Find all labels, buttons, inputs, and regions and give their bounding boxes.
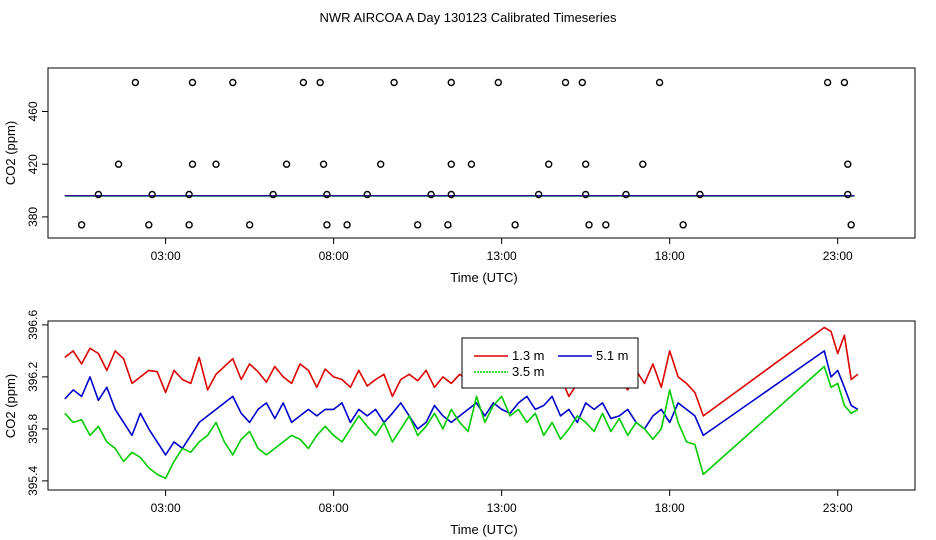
x-tick-label: 13:00 <box>487 249 517 263</box>
scatter-point <box>114 160 123 168</box>
scatter-point <box>131 78 140 87</box>
line-series <box>64 326 859 480</box>
scatter-points <box>77 78 855 229</box>
scatter-point <box>561 78 570 87</box>
scatter-point <box>316 78 324 87</box>
scatter-point <box>212 160 220 168</box>
scatter-point <box>545 160 553 168</box>
scatter-point <box>840 78 849 87</box>
series-line-3-5-m <box>64 365 859 480</box>
scatter-point <box>185 221 193 229</box>
scatter-point <box>323 190 331 199</box>
y-tick-label: 396.2 <box>26 362 40 392</box>
scatter-point <box>269 190 277 199</box>
scatter-point <box>319 160 328 168</box>
x-tick-label: 08:00 <box>319 501 349 515</box>
series-line-5-1-m <box>64 350 859 456</box>
legend-label-3-5m: 3.5 m <box>512 364 545 379</box>
figure-title: NWR AIRCOA A Day 130123 Calibrated Times… <box>320 10 617 25</box>
legend-label-1-3m: 1.3 m <box>512 348 545 363</box>
scatter-point <box>696 190 704 199</box>
scatter-point <box>323 221 331 229</box>
legend-box <box>461 337 639 389</box>
scatter-point <box>444 221 452 229</box>
scatter-point <box>447 160 455 168</box>
scatter-point <box>467 160 476 168</box>
legend: 1.3 m 5.1 m 3.5 m <box>461 337 639 389</box>
scatter-point <box>94 190 103 199</box>
scatter-point <box>413 221 422 229</box>
legend-label-5-1m: 5.1 m <box>596 348 629 363</box>
scatter-point <box>622 190 630 199</box>
x-tick-label: 18:00 <box>655 501 685 515</box>
scatter-point <box>578 78 587 87</box>
scatter-point <box>639 160 647 168</box>
y-tick-label: 395.4 <box>26 466 40 496</box>
line-x-label: Time (UTC) <box>450 522 517 537</box>
scatter-point <box>343 221 351 229</box>
scatter-point <box>185 190 193 199</box>
scatter-panel-frame <box>47 67 916 239</box>
scatter-point <box>145 221 153 229</box>
scatter-point <box>844 190 852 199</box>
x-tick-label: 13:00 <box>487 501 517 515</box>
scatter-point <box>655 78 664 87</box>
scatter-point <box>534 190 543 199</box>
scatter-y-axis: 380 420 460 <box>26 101 48 227</box>
scatter-point <box>77 221 86 229</box>
scatter-point <box>376 160 385 168</box>
scatter-point <box>447 190 455 199</box>
scatter-point <box>299 78 308 87</box>
line-x-axis: 03:00 08:00 13:00 18:00 23:00 <box>151 490 853 515</box>
line-y-axis: 395.4 395.8 396.2 396.6 <box>26 310 48 496</box>
scatter-point <box>844 160 852 168</box>
scatter-point <box>602 221 610 229</box>
scatter-lines <box>64 194 855 197</box>
scatter-point <box>229 78 237 87</box>
scatter-point <box>679 221 687 229</box>
x-tick-label: 18:00 <box>655 249 685 263</box>
scatter-point <box>847 221 855 229</box>
scatter-point <box>282 160 291 168</box>
scatter-point <box>363 190 371 199</box>
y-tick-label: 460 <box>26 101 40 121</box>
scatter-point <box>148 190 156 199</box>
scatter-point <box>427 190 435 199</box>
scatter-point <box>585 221 593 229</box>
y-tick-label: 395.8 <box>26 414 40 444</box>
scatter-point <box>511 221 519 229</box>
scatter-point <box>390 78 398 87</box>
series-line-1-3-m <box>64 326 859 417</box>
x-tick-label: 03:00 <box>151 249 181 263</box>
scatter-point <box>188 160 197 168</box>
x-tick-label: 03:00 <box>151 501 181 515</box>
scatter-point <box>494 78 503 87</box>
scatter-point <box>581 190 590 199</box>
x-tick-label: 08:00 <box>319 249 349 263</box>
scatter-x-label: Time (UTC) <box>450 270 517 285</box>
x-tick-label: 23:00 <box>823 249 853 263</box>
scatter-y-label: CO2 (ppm) <box>3 121 18 185</box>
scatter-point <box>581 160 590 168</box>
line-y-label: CO2 (ppm) <box>3 374 18 438</box>
scatter-point <box>245 221 254 229</box>
line-panel-frame <box>47 320 916 491</box>
x-tick-label: 23:00 <box>823 501 853 515</box>
scatter-point <box>823 78 832 87</box>
y-tick-label: 396.6 <box>26 310 40 340</box>
scatter-panel: 03:00 08:00 13:00 18:00 23:00 380 420 460 Time… <box>3 67 916 285</box>
scatter-x-axis: 03:00 08:00 13:00 18:00 23:00 <box>151 238 853 263</box>
scatter-point <box>447 78 455 87</box>
line-panel: 03:00 08:00 13:00 18:00 23:00 395.4 395.8 396.… <box>3 310 916 537</box>
y-tick-label: 380 <box>26 207 40 227</box>
scatter-point <box>188 78 197 87</box>
y-tick-label: 420 <box>26 154 40 174</box>
